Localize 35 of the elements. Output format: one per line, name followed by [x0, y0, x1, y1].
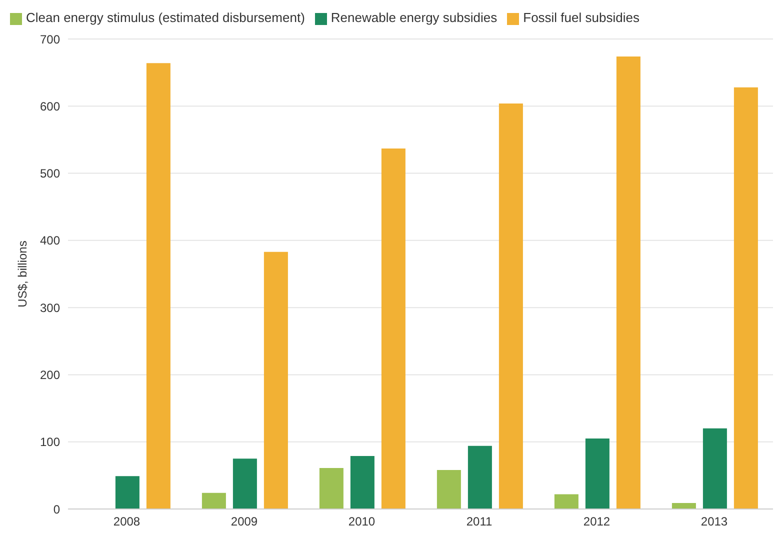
x-tick-label: 2008 — [113, 514, 140, 529]
legend-label: Fossil fuel subsidies — [523, 10, 640, 25]
bar — [554, 494, 578, 509]
bar — [498, 103, 523, 509]
bar — [319, 468, 344, 509]
y-tick-label: 0 — [53, 502, 60, 516]
bar — [616, 56, 640, 509]
bar — [672, 502, 696, 509]
bar — [350, 456, 374, 509]
bar — [468, 446, 492, 509]
y-tick-label: 100 — [40, 435, 60, 450]
bar — [146, 63, 170, 509]
y-tick-label: 500 — [40, 166, 60, 181]
y-tick-label: 600 — [40, 99, 60, 114]
bar — [232, 458, 257, 509]
y-tick-label: 700 — [40, 32, 60, 46]
bar — [734, 87, 758, 509]
legend-label: Renewable energy subsidies — [330, 10, 498, 25]
x-tick-label: 2011 — [466, 514, 492, 529]
legend-label: Clean energy stimulus (estimated disbursement) — [26, 10, 305, 25]
bar — [264, 252, 288, 509]
bar — [702, 428, 727, 509]
y-tick-label: 200 — [40, 368, 60, 382]
bar — [381, 148, 406, 509]
y-tick-label: 300 — [40, 300, 60, 315]
bar — [202, 492, 226, 509]
y-axis-title: US$, billions — [15, 240, 30, 308]
bar — [115, 476, 140, 509]
bar — [436, 470, 461, 509]
bar — [585, 438, 610, 509]
y-tick-label: 400 — [40, 234, 60, 248]
x-tick-label: 2012 — [583, 514, 610, 529]
x-tick-label: 2009 — [230, 514, 258, 529]
x-tick-label: 2010 — [348, 514, 376, 529]
x-tick-label: 2013 — [700, 514, 728, 529]
